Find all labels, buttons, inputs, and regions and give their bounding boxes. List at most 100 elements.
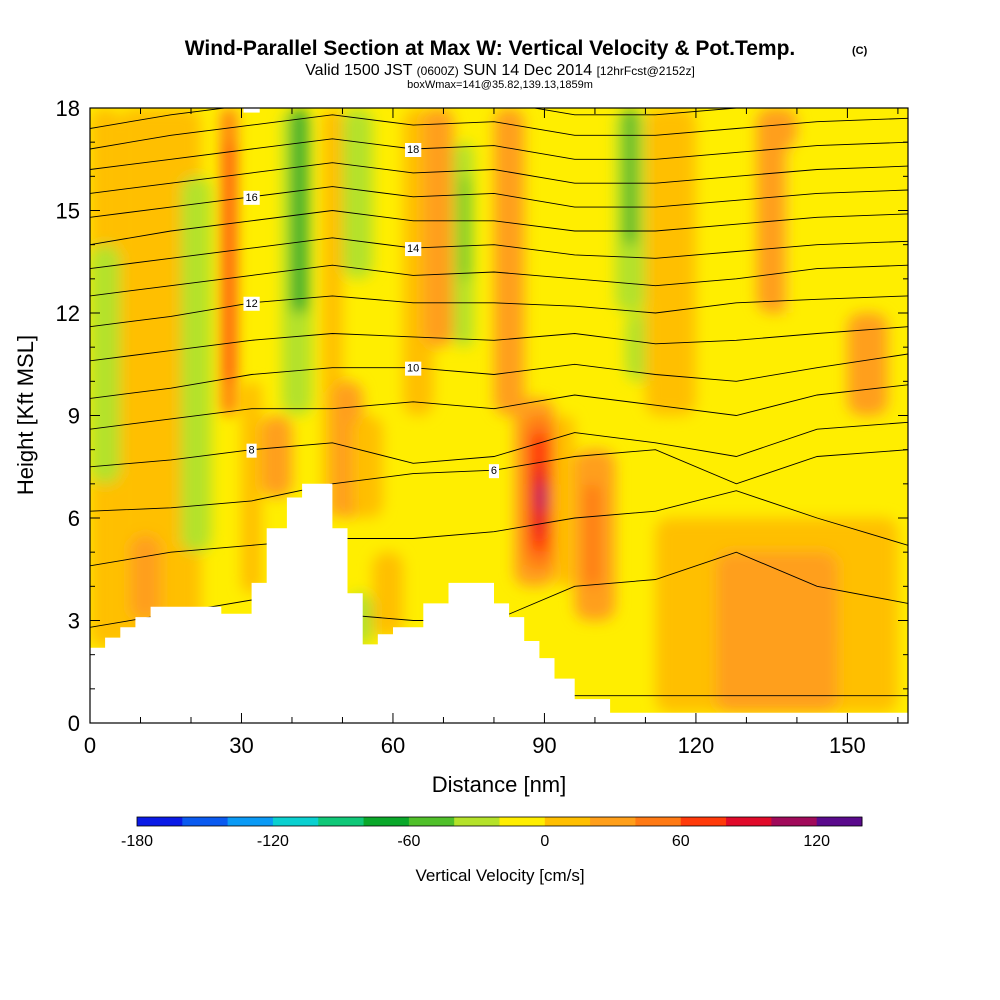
isentrope-line-14 bbox=[90, 138, 908, 170]
colorbar-swatch-5 bbox=[363, 817, 410, 826]
x-tick-label-90: 90 bbox=[532, 733, 556, 758]
copyright-mark: (C) bbox=[852, 45, 868, 57]
colorbar-tick-0: 0 bbox=[540, 833, 549, 850]
x-tick-label-60: 60 bbox=[381, 733, 405, 758]
x-tick-label-120: 120 bbox=[678, 733, 715, 758]
subtitle-zulu: (0600Z) bbox=[417, 64, 459, 78]
colorbar-swatch-0 bbox=[137, 817, 183, 826]
velocity-cell-8 bbox=[261, 415, 292, 498]
colorbar-swatch-4 bbox=[318, 817, 365, 826]
x-axis: 0 30 60 90 120 150 bbox=[84, 108, 899, 758]
velocity-cell-31 bbox=[625, 108, 636, 245]
isentrope-line-8 bbox=[90, 295, 908, 328]
isentrope-line-4 bbox=[90, 421, 908, 468]
isentrope-label-bg-8 bbox=[243, 296, 260, 311]
colorbar-swatch-15 bbox=[816, 817, 863, 826]
isentrope-line-12 bbox=[90, 186, 908, 218]
y-tick-label-18: 18 bbox=[56, 96, 80, 121]
colorbar-swatch-14 bbox=[771, 817, 818, 826]
velocity-cell-26 bbox=[539, 483, 545, 512]
velocity-cell-13 bbox=[342, 108, 373, 279]
x-tick-label-30: 30 bbox=[229, 733, 253, 758]
velocity-cell-38 bbox=[786, 142, 818, 348]
velocity-cell-39 bbox=[847, 313, 888, 416]
velocity-cell-4 bbox=[180, 176, 212, 553]
y-tick-label-9: 9 bbox=[68, 404, 80, 429]
isentrope-line-13 bbox=[90, 162, 908, 194]
isentrope-label-bg-3 bbox=[488, 464, 500, 479]
colorbar-swatch-1 bbox=[182, 817, 229, 826]
isentrope-label-12: 16 bbox=[245, 192, 257, 204]
y-tick-label-6: 6 bbox=[68, 506, 80, 531]
isentrope-line-2 bbox=[90, 490, 908, 567]
velocity-cell-18 bbox=[423, 108, 454, 348]
velocity-field bbox=[90, 108, 898, 713]
colorbar-tick--60: -60 bbox=[397, 833, 420, 850]
velocity-cell-21 bbox=[493, 108, 525, 416]
isentrope-label-6: 10 bbox=[407, 363, 419, 375]
isentrope-label-bg-6 bbox=[405, 361, 422, 376]
colorbar-swatch-6 bbox=[408, 817, 455, 826]
colorbar-swatch-8 bbox=[499, 817, 546, 826]
colorbar-swatch-9 bbox=[544, 817, 591, 826]
subtitle-valid: Valid 1500 JST bbox=[305, 62, 413, 79]
colorbar-swatch-3 bbox=[272, 817, 319, 826]
isentrope-label-bg-4 bbox=[246, 443, 257, 458]
isentrope-line-15 bbox=[90, 114, 908, 150]
x-tick-label-150: 150 bbox=[829, 733, 866, 758]
velocity-cell-16 bbox=[372, 552, 404, 638]
isentrope-line-5 bbox=[90, 384, 908, 430]
y-tick-label-0: 0 bbox=[68, 711, 80, 736]
velocity-cell-36 bbox=[796, 552, 838, 655]
isentrope-label-8: 12 bbox=[245, 298, 257, 310]
colorbar-swatch-10 bbox=[590, 817, 636, 826]
isentrope-labels: 6 8 10 12 14 16 18 20 bbox=[243, 100, 500, 479]
velocity-cell-27 bbox=[554, 415, 575, 587]
colorbar-swatch-11 bbox=[635, 817, 682, 826]
y-axis: 0 3 6 9 12 15 18 bbox=[56, 96, 908, 736]
velocity-cell-33 bbox=[645, 108, 696, 416]
terrain bbox=[90, 483, 908, 723]
subtitle-date: SUN 14 Dec 2014 bbox=[463, 62, 592, 79]
isentrope-label-16: 20 bbox=[245, 100, 257, 112]
colorbar: -180 -120 -60 0 60 120 bbox=[121, 816, 863, 850]
colorbar-tick--180: -180 bbox=[121, 833, 153, 850]
isentrope-label-10: 14 bbox=[407, 243, 419, 255]
isentrope-line-11 bbox=[90, 210, 908, 246]
velocity-cell-20 bbox=[461, 176, 469, 279]
colorbar-swatch-7 bbox=[454, 817, 500, 826]
y-tick-label-3: 3 bbox=[68, 609, 80, 634]
isentrope-label-bg-10 bbox=[405, 242, 422, 257]
isentrope-line-7 bbox=[90, 326, 908, 362]
isentrope-line-6 bbox=[90, 353, 908, 399]
y-tick-label-12: 12 bbox=[56, 301, 80, 326]
velocity-cell-29 bbox=[584, 483, 600, 587]
colorbar-swatch-2 bbox=[227, 817, 274, 826]
chart-subtitle: Valid 1500 JST (0600Z) SUN 14 Dec 2014 [… bbox=[305, 62, 695, 79]
subtitle-fcst: [12hrFcst@2152z] bbox=[597, 64, 695, 78]
isentrope-label-14: 18 bbox=[407, 144, 419, 156]
y-axis-label: Height [Kft MSL] bbox=[13, 335, 38, 495]
x-axis-label: Distance [nm] bbox=[432, 772, 567, 797]
isentrope-label-bg-16 bbox=[243, 108, 260, 113]
isentrope-line-9 bbox=[90, 264, 908, 297]
isentrope-label-4: 8 bbox=[249, 445, 255, 457]
x-tick-label-0: 0 bbox=[84, 733, 96, 758]
colorbar-tick--120: -120 bbox=[257, 833, 289, 850]
colorbar-frame bbox=[136, 816, 863, 827]
colorbar-swatch-12 bbox=[680, 817, 727, 826]
isentrope-label-bg-12 bbox=[243, 190, 260, 205]
velocity-cell-6 bbox=[226, 142, 234, 382]
velocity-cell-1 bbox=[90, 244, 121, 484]
y-tick-label-15: 15 bbox=[56, 199, 80, 224]
colorbar-label: Vertical Velocity [cm/s] bbox=[415, 866, 584, 885]
chart-title: Wind-Parallel Section at Max W: Vertical… bbox=[185, 37, 796, 60]
colorbar-tick-60: 60 bbox=[672, 833, 690, 850]
velocity-cell-7 bbox=[241, 381, 262, 594]
isentrope-label-3: 6 bbox=[491, 465, 497, 477]
velocity-cell-14 bbox=[352, 415, 383, 518]
colorbar-swatch-13 bbox=[726, 817, 772, 826]
boxwmax-label: boxWmax=141@35.82,139.13,1859m bbox=[407, 79, 593, 91]
velocity-cell-3 bbox=[130, 535, 161, 621]
